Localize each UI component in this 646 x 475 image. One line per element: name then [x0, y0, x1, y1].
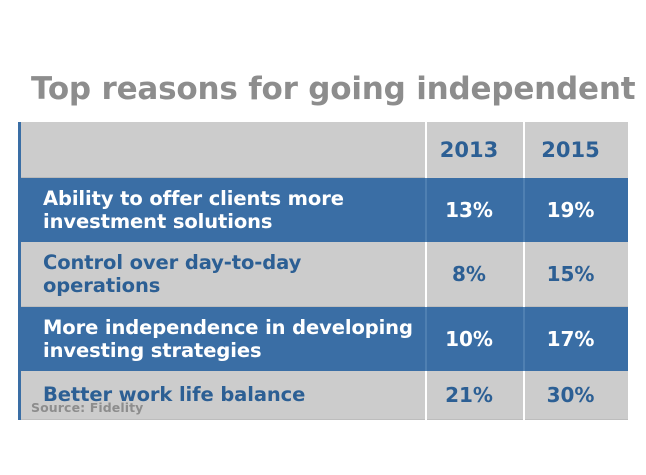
table-row: Better work life balance 21% 30% — [21, 371, 628, 420]
reason-label: Better work life balance — [21, 371, 426, 420]
value-2013: 10% — [425, 306, 524, 371]
table-row: More independence in developing investin… — [21, 306, 628, 371]
page-title: Top reasons for going independent — [31, 71, 636, 107]
source-note: Source: Fidelity — [31, 400, 144, 415]
reason-label: Control over day-to-day operations — [21, 242, 426, 307]
column-header-2015: 2015 — [523, 122, 628, 178]
value-2015: 30% — [523, 371, 628, 420]
table-row: Control over day-to-day operations 8% 15… — [21, 242, 628, 307]
column-header-reason — [21, 122, 426, 178]
table-header-row: 2013 2015 — [21, 122, 628, 178]
column-header-2013: 2013 — [425, 122, 524, 178]
value-2013: 21% — [425, 371, 524, 420]
reason-label: More independence in developing investin… — [21, 306, 426, 371]
value-2013: 13% — [425, 177, 524, 242]
reasons-table: 2013 2015 Ability to offer clients more … — [21, 122, 628, 420]
table-row: Ability to offer clients more investment… — [21, 177, 628, 242]
value-2015: 15% — [523, 242, 628, 307]
value-2015: 19% — [523, 177, 628, 242]
value-2015: 17% — [523, 306, 628, 371]
reasons-table-container: 2013 2015 Ability to offer clients more … — [18, 122, 628, 420]
reason-label: Ability to offer clients more investment… — [21, 177, 426, 242]
value-2013: 8% — [425, 242, 524, 307]
